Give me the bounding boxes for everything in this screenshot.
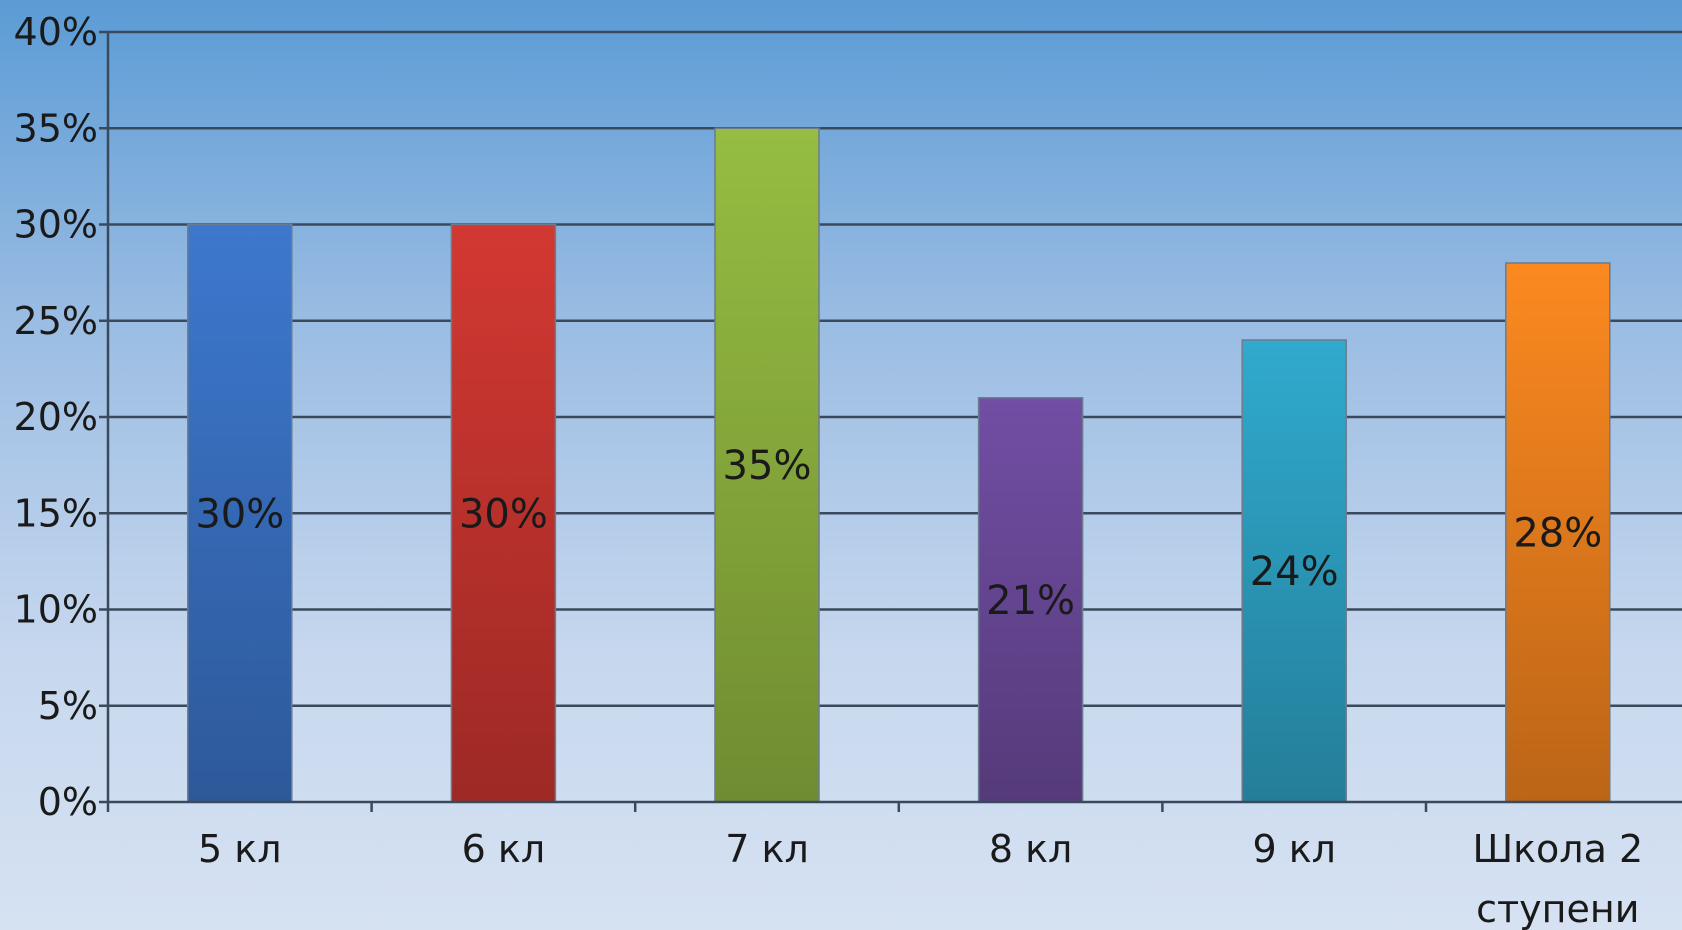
y-tick-label: 25%	[14, 299, 98, 343]
y-tick-label: 0%	[38, 780, 98, 824]
data-label: 24%	[1250, 549, 1339, 595]
y-tick-label: 10%	[14, 588, 98, 632]
axes	[99, 32, 1682, 812]
data-label: 35%	[723, 443, 812, 489]
y-tick-label: 30%	[14, 203, 98, 247]
x-category-label: 9 кл	[1252, 827, 1336, 871]
x-category-label: 6 кл	[462, 827, 546, 871]
x-category-label: ступени	[1476, 887, 1639, 930]
bars	[188, 128, 1610, 802]
data-label: 21%	[986, 578, 1075, 624]
data-label: 30%	[195, 491, 284, 537]
x-category-label: Школа 2	[1472, 827, 1643, 871]
gridlines	[108, 32, 1682, 706]
y-tick-label: 35%	[14, 106, 98, 150]
y-tick-label: 40%	[14, 10, 98, 54]
y-tick-label: 5%	[38, 684, 98, 728]
x-category-label: 8 кл	[989, 827, 1073, 871]
data-label: 30%	[459, 491, 548, 537]
x-category-label: 5 кл	[198, 827, 282, 871]
y-tick-label: 15%	[14, 491, 98, 535]
data-label: 28%	[1513, 511, 1602, 557]
x-category-label: 7 кл	[725, 827, 809, 871]
y-tick-label: 20%	[14, 395, 98, 439]
